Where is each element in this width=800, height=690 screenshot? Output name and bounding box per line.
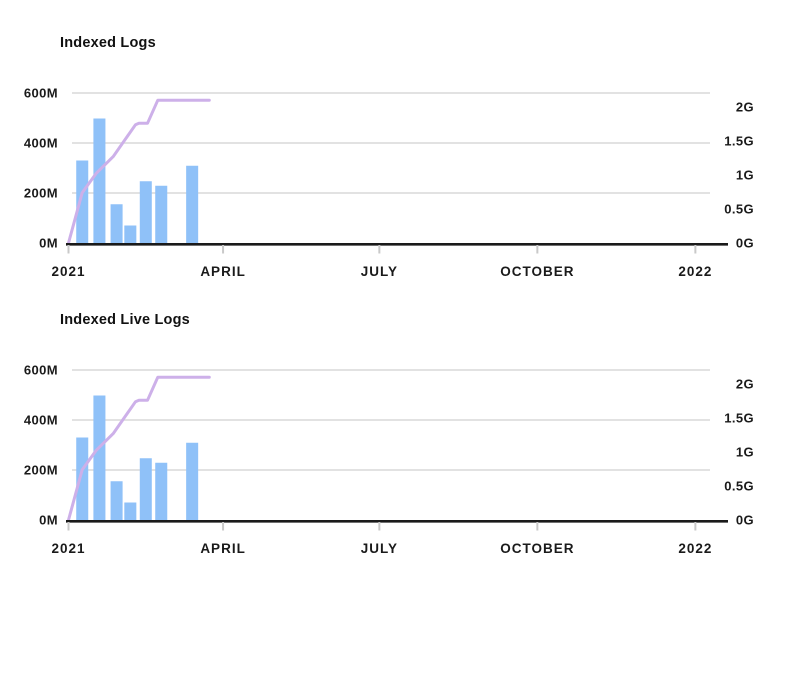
- left-axis-label-600M: 600M: [24, 86, 58, 101]
- bar: [93, 118, 106, 243]
- right-axis-label-1G: 1G: [736, 445, 754, 460]
- chart-canvas-indexed-logs: 2021 APRIL JULY OCTOBER 2022 0M 200M 400M 600M 0G…: [24, 86, 754, 278]
- bar: [76, 160, 89, 243]
- x-tick-label-2022: 2022: [678, 264, 712, 277]
- bar: [186, 165, 199, 243]
- x-tick-label-OCTOBER: OCTOBER: [500, 264, 574, 277]
- x-tick-label-APRIL: APRIL: [200, 264, 246, 277]
- bar: [139, 458, 152, 520]
- chart-title-indexed-logs: Indexed Logs: [60, 35, 156, 51]
- right-axis-label-2G: 2G: [736, 100, 754, 115]
- right-axis-label-2G: 2G: [736, 377, 754, 392]
- bar: [186, 442, 199, 520]
- chart-indexed-logs: Indexed Logs 2021 APRIL JULY OCTOBER 2022 0M 2…: [0, 0, 800, 277]
- bar: [110, 204, 123, 243]
- right-axis-label-1G: 1G: [736, 168, 754, 183]
- right-axis-label-1.5G: 1.5G: [724, 134, 754, 149]
- left-axis-label-600M: 600M: [24, 363, 58, 378]
- right-axis-label-0G: 0G: [736, 236, 754, 251]
- bar: [110, 481, 123, 520]
- bar: [155, 462, 168, 520]
- right-axis-label-0.5G: 0.5G: [724, 202, 754, 217]
- x-tick-label-JULY: JULY: [361, 264, 398, 277]
- bar: [124, 225, 137, 243]
- bar: [93, 395, 106, 520]
- x-tick-label-OCTOBER: OCTOBER: [500, 541, 574, 556]
- chart-canvas-indexed-live-logs: 2021 APRIL JULY OCTOBER 2022 0M 200M 400M 600M 0G…: [24, 363, 754, 557]
- bar: [76, 437, 89, 520]
- x-tick-label-APRIL: APRIL: [200, 541, 246, 556]
- left-axis-label-200M: 200M: [24, 186, 58, 201]
- bar: [155, 185, 168, 243]
- cumulative-line: [67, 98, 211, 245]
- x-tick-label-JULY: JULY: [361, 541, 398, 556]
- x-tick-label-2022: 2022: [678, 541, 712, 556]
- left-axis-label-0M: 0M: [39, 513, 58, 528]
- left-axis-label-400M: 400M: [24, 413, 58, 428]
- bar: [124, 502, 137, 520]
- left-axis-label-400M: 400M: [24, 136, 58, 151]
- x-tick-label-2021: 2021: [51, 264, 85, 277]
- cumulative-line: [67, 375, 211, 522]
- right-axis-label-1.5G: 1.5G: [724, 411, 754, 426]
- right-axis-label-0G: 0G: [736, 513, 754, 528]
- right-axis-label-0.5G: 0.5G: [724, 479, 754, 494]
- left-axis-label-0M: 0M: [39, 236, 58, 251]
- chart-indexed-live-logs: Indexed Live Logs 2021 APRIL JULY OCTOBER 20…: [0, 277, 800, 577]
- x-tick-label-2021: 2021: [51, 541, 85, 556]
- bar: [139, 181, 152, 243]
- left-axis-label-200M: 200M: [24, 463, 58, 478]
- chart-title-indexed-live-logs: Indexed Live Logs: [60, 312, 190, 328]
